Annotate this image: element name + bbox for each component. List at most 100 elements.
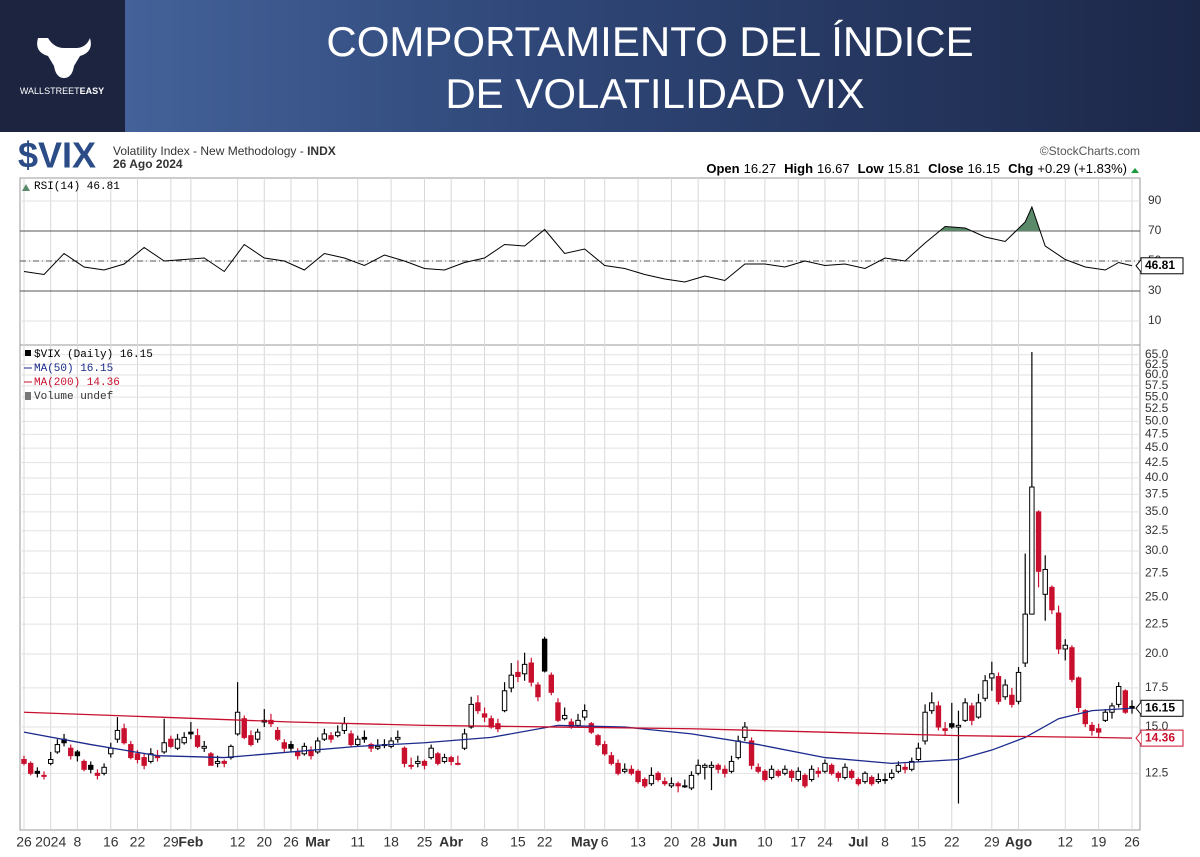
x-tick-label: 8 [73, 834, 81, 850]
candle-body [294, 751, 301, 757]
candle-body [541, 638, 548, 672]
candle-body [608, 755, 615, 764]
y-tick-label: 65.0 [1145, 347, 1169, 361]
candle-body [722, 768, 728, 774]
candle-body [1029, 486, 1035, 615]
candle-body [221, 760, 227, 764]
quote-value: 16.15 [968, 161, 1001, 176]
candle-body [194, 735, 201, 747]
candle-body [521, 663, 528, 675]
candle-body [575, 719, 581, 726]
x-tick-label: 28 [690, 834, 706, 850]
candle-body [848, 770, 855, 778]
x-tick-label: 25 [417, 834, 433, 850]
source: ©StockCharts.com [1040, 144, 1140, 158]
logo-text: WALLSTREETEASY [20, 86, 104, 96]
candle-body [228, 745, 234, 759]
candle-body [1002, 684, 1008, 698]
candle-body [27, 762, 34, 774]
candle-body [815, 770, 821, 774]
candle-body [708, 764, 715, 768]
candle-body [909, 760, 915, 770]
candle-body [768, 768, 775, 778]
rsi-overbought-fill [24, 207, 1132, 231]
candle-body [548, 674, 555, 693]
x-tick-label: 15 [911, 834, 927, 850]
candle-body [635, 770, 641, 783]
y-tick-label: 45.0 [1145, 440, 1169, 454]
description: Volatility Index - New Methodology - IND… [113, 144, 336, 158]
quote-label: Low [858, 161, 885, 176]
y-tick-label: 22.5 [1145, 616, 1169, 630]
grid [20, 178, 1140, 830]
candle-body [1115, 685, 1122, 705]
candle-body [161, 742, 167, 753]
candle-body [141, 757, 147, 766]
candle-body [755, 766, 761, 772]
candle-body [868, 776, 875, 785]
candle-body [1082, 710, 1088, 725]
candle-body [902, 766, 908, 770]
legend-main: $VIX (Daily) 16.15 [34, 349, 153, 361]
y-tick-label: 30.0 [1145, 543, 1169, 557]
candle-body [535, 684, 541, 698]
legend-icon [25, 392, 31, 400]
x-tick-label: 20 [257, 834, 273, 850]
candle-body [762, 770, 768, 781]
y-tick-label: 52.5 [1145, 401, 1169, 415]
rsi-line [23, 205, 1133, 283]
candle-body [695, 764, 701, 774]
rsi-legend-icon [22, 184, 30, 191]
candle-body [989, 673, 995, 679]
title-line: COMPORTAMIENTO DEL ÍNDICE [326, 18, 973, 65]
candle-body [241, 718, 247, 738]
x-tick-label: 29 [163, 834, 179, 850]
candle-body [668, 783, 675, 787]
candle-body [74, 751, 81, 757]
candle-body [1049, 586, 1055, 611]
symbol: $VIX [18, 135, 96, 176]
ma-line [23, 707, 1133, 765]
candle-body [882, 779, 888, 782]
candle-body [168, 738, 174, 747]
candle-body [34, 770, 41, 774]
marks [21, 205, 1135, 804]
x-tick-label: 19 [1091, 834, 1107, 850]
candle-body [388, 740, 394, 747]
candle-body [335, 731, 341, 737]
candle-body [1009, 694, 1015, 705]
y-tick-label: 47.5 [1145, 427, 1169, 441]
candle-body [1015, 671, 1022, 702]
header-bg [0, 0, 1200, 132]
candle-body [1069, 647, 1075, 680]
x-tick-label: 24 [817, 834, 833, 850]
logo-text-bold: EASY [80, 86, 105, 96]
candle-body [341, 723, 348, 731]
quote-value: 16.27 [744, 161, 777, 176]
candle-body [321, 733, 328, 740]
candle-body [94, 772, 101, 776]
candle-body [922, 711, 928, 742]
candle-body [515, 671, 521, 678]
candle-body [935, 705, 942, 728]
value-badge-pointer [1135, 259, 1142, 273]
candle-body [1022, 613, 1028, 664]
x-tick-label: 22 [537, 834, 553, 850]
candle-body [254, 731, 261, 740]
candle-body [995, 676, 1002, 702]
candle-body [601, 744, 608, 755]
y-tick-label: 12.5 [1145, 766, 1169, 780]
candle-body [675, 783, 681, 787]
quote-label: High [784, 161, 813, 176]
rsi-tick-label: 70 [1148, 223, 1162, 237]
candle-body [148, 753, 154, 762]
candle-body [682, 785, 688, 788]
x-tick-label: 6 [601, 834, 609, 850]
x-tick-label: 20 [664, 834, 680, 850]
x-tick-label: 18 [383, 834, 399, 850]
y-tick-label: 42.5 [1145, 455, 1169, 469]
candle-body [688, 774, 695, 789]
candle-body [47, 759, 54, 764]
x-tick-label: Feb [178, 834, 203, 850]
candle-body [288, 744, 294, 749]
